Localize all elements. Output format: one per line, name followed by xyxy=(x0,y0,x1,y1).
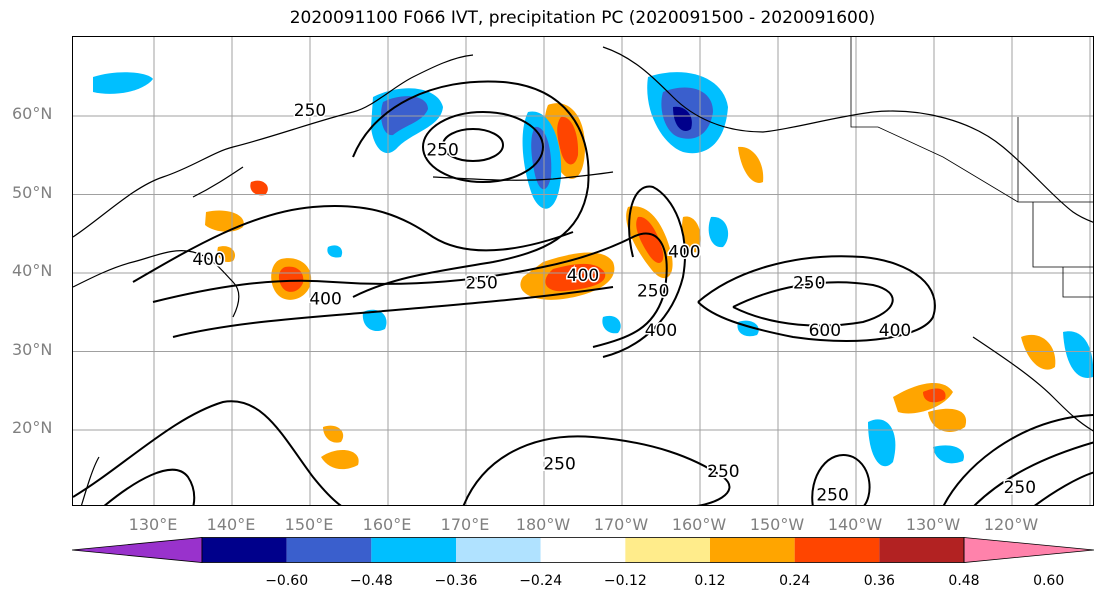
colorbar-segment xyxy=(794,537,880,563)
lat-label: 60°N xyxy=(12,104,53,123)
coastlines xyxy=(73,46,1093,505)
colorbar-segment xyxy=(710,537,795,563)
contour-label: 250 xyxy=(637,282,669,302)
lon-label: 170°E xyxy=(440,515,490,534)
colorbar-segment xyxy=(456,537,541,563)
colorbar-tick-label: −0.36 xyxy=(434,573,478,589)
contour-label: 400 xyxy=(567,266,599,286)
contour-label: 400 xyxy=(192,250,224,270)
contour-label: 400 xyxy=(879,321,911,341)
contour-label: 400 xyxy=(645,321,677,341)
contour-label: 250 xyxy=(816,486,848,506)
colorbar-tick-label: 0.48 xyxy=(948,573,980,589)
contour-label: 250 xyxy=(426,140,458,160)
colorbar-segment xyxy=(286,537,372,563)
colorbar-segment xyxy=(371,537,456,563)
lon-label: 130°E xyxy=(128,515,178,534)
lon-label: 150°E xyxy=(284,515,334,534)
graticule xyxy=(73,37,1093,505)
lat-label: 50°N xyxy=(12,182,53,202)
lon-label: 140°E xyxy=(206,515,256,534)
colorbar-segment xyxy=(540,537,626,563)
contour-label: 250 xyxy=(465,274,497,294)
lon-label: 140°W xyxy=(827,515,883,534)
contour-label: 250 xyxy=(294,101,326,121)
contour-label: 400 xyxy=(309,289,341,309)
lon-label: 160°E xyxy=(362,515,412,534)
contour-label: 250 xyxy=(707,462,739,482)
colorbar-tick-label: 0.60 xyxy=(1033,573,1065,589)
ivt-contours xyxy=(73,80,1093,505)
map-canvas: 250 250 400 400 250 400 400 250 400 250 600 400 250 2… xyxy=(73,37,1093,506)
lat-label: 20°N xyxy=(12,418,53,437)
colorbar-segment xyxy=(202,537,287,563)
lat-label: 40°N xyxy=(12,261,53,280)
contour-label: 400 xyxy=(668,242,700,262)
lon-label: 130°W xyxy=(905,515,961,534)
colorbar-segment xyxy=(879,537,964,563)
borders xyxy=(850,37,1093,298)
colorbar-tick-label: −0.60 xyxy=(265,573,309,589)
colorbar-extend-high xyxy=(963,537,1094,563)
colorbar-tick-label: −0.24 xyxy=(519,573,563,589)
lon-label: 170°W xyxy=(593,515,649,534)
colorbar-tick-label: 0.12 xyxy=(694,573,726,589)
contour-label: 600 xyxy=(809,321,841,341)
lon-label: 150°W xyxy=(749,515,805,534)
map-panel[interactable]: 250 250 400 400 250 400 400 250 400 250 600 400 250 2… xyxy=(72,36,1094,506)
lat-label: 30°N xyxy=(12,339,53,359)
map-title: 2020091100 F066 IVT, precipitation PC (2… xyxy=(289,8,876,28)
colorbar-extend-low xyxy=(72,537,203,563)
colorbar-tick-label: −0.12 xyxy=(603,573,647,589)
lon-label: 120°W xyxy=(983,515,1039,534)
colorbar-tick-label: 0.36 xyxy=(863,573,895,589)
colorbar xyxy=(72,537,1094,563)
contour-label: 250 xyxy=(793,274,825,294)
lon-label: 160°W xyxy=(671,515,727,534)
contour-labels: 250 250 400 400 250 400 400 250 400 250 600 400 250 2… xyxy=(191,100,1038,506)
colorbar-tick-label: −0.48 xyxy=(349,573,393,589)
contour-label: 250 xyxy=(1004,478,1036,498)
lon-label: 180°W xyxy=(515,515,571,534)
colorbar-segment xyxy=(625,537,710,563)
contour-label: 250 xyxy=(543,454,575,474)
colorbar-tick-label: 0.24 xyxy=(779,573,811,589)
